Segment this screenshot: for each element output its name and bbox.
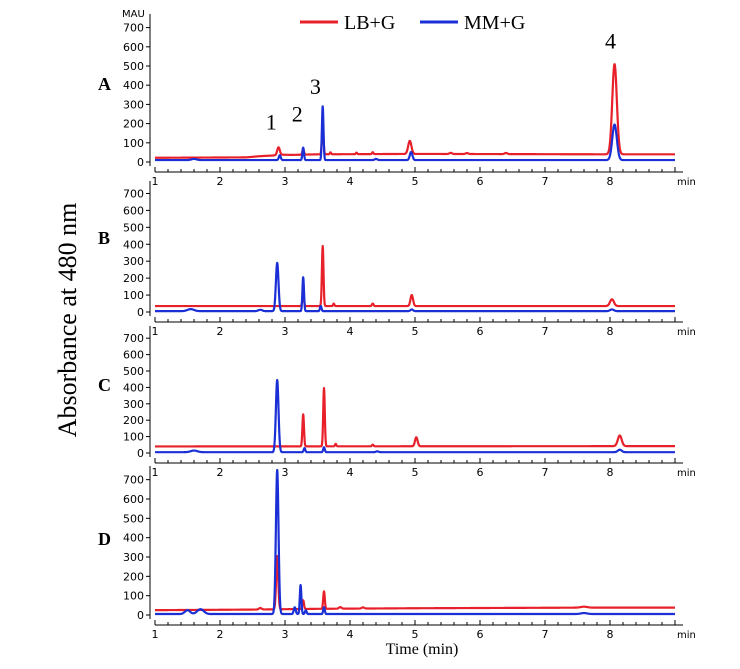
y-tick-label-C-200: 200 [123, 414, 144, 427]
trace-B-MM-G [154, 261, 676, 313]
x-unit-label-B: min [677, 327, 696, 338]
y-tick-label-A-700: 700 [123, 22, 144, 35]
panel-label-A: A [98, 74, 111, 94]
x-unit-label-A: min [677, 177, 696, 188]
y-tick-label-D-200: 200 [123, 570, 144, 583]
x-tick-label-C-7: 7 [542, 466, 549, 479]
y-tick-label-A-200: 200 [123, 118, 144, 131]
trace-D-LB-G [154, 555, 676, 612]
x-tick-label-A-1: 1 [152, 175, 159, 188]
y-tick-label-A-500: 500 [123, 60, 144, 73]
x-tick-label-B-1: 1 [152, 325, 159, 338]
x-tick-label-D-4: 4 [347, 628, 354, 641]
y-tick-label-D-700: 700 [123, 474, 144, 487]
x-tick-label-C-1: 1 [152, 466, 159, 479]
trace-B-LB-G [154, 244, 676, 308]
trace-C-MM-G [154, 378, 676, 454]
x-tick-label-C-3: 3 [282, 466, 289, 479]
y-tick-label-B-500: 500 [123, 221, 144, 234]
x-tick-label-B-6: 6 [477, 325, 484, 338]
y-axis-title: Absorbance at 480 nm [53, 203, 82, 438]
y-tick-label-B-400: 400 [123, 238, 144, 251]
y-tick-label-A-300: 300 [123, 98, 144, 111]
x-tick-label-A-8: 8 [607, 175, 614, 188]
trace-A-MM-G [154, 105, 676, 162]
x-tick-label-A-4: 4 [347, 175, 354, 188]
x-tick-label-A-2: 2 [217, 175, 224, 188]
x-tick-label-A-5: 5 [412, 175, 419, 188]
peak-label-1: 1 [266, 109, 277, 134]
x-tick-label-C-8: 8 [607, 466, 614, 479]
y-tick-label-B-700: 700 [123, 187, 144, 200]
x-tick-label-B-8: 8 [607, 325, 614, 338]
x-tick-label-D-2: 2 [217, 628, 224, 641]
x-tick-label-B-3: 3 [282, 325, 289, 338]
x-tick-label-C-2: 2 [217, 466, 224, 479]
panel-label-D: D [98, 529, 111, 549]
x-tick-label-D-8: 8 [607, 628, 614, 641]
y-tick-label-B-200: 200 [123, 272, 144, 285]
x-tick-label-A-3: 3 [282, 175, 289, 188]
x-tick-label-D-1: 1 [152, 628, 159, 641]
y-tick-label-C-300: 300 [123, 398, 144, 411]
x-axis-title: Time (min) [386, 641, 459, 658]
y-tick-label-B-100: 100 [123, 289, 144, 302]
y-tick-label-D-0: 0 [137, 609, 144, 622]
x-tick-label-D-6: 6 [477, 628, 484, 641]
x-tick-label-D-7: 7 [542, 628, 549, 641]
y-unit-label: MAU [122, 9, 145, 20]
x-tick-label-B-5: 5 [412, 325, 419, 338]
x-unit-label-C: min [677, 468, 696, 479]
y-tick-label-D-400: 400 [123, 532, 144, 545]
peak-label-4: 4 [605, 29, 616, 54]
legend-label-0: LB+G [344, 12, 395, 34]
x-tick-label-A-6: 6 [477, 175, 484, 188]
y-tick-label-B-300: 300 [123, 255, 144, 268]
x-tick-label-C-6: 6 [477, 466, 484, 479]
legend-label-1: MM+G [464, 12, 525, 34]
trace-D-MM-G [154, 468, 676, 616]
x-tick-label-B-4: 4 [347, 325, 354, 338]
y-tick-label-C-600: 600 [123, 349, 144, 362]
trace-C-LB-G [154, 387, 676, 448]
y-tick-label-D-600: 600 [123, 493, 144, 506]
x-unit-label-D: min [677, 630, 696, 641]
y-tick-label-C-400: 400 [123, 381, 144, 394]
peak-label-2: 2 [292, 102, 303, 127]
y-tick-label-C-500: 500 [123, 365, 144, 378]
y-tick-label-B-600: 600 [123, 204, 144, 217]
y-tick-label-B-0: 0 [137, 306, 144, 319]
y-tick-label-A-400: 400 [123, 79, 144, 92]
y-tick-label-D-500: 500 [123, 512, 144, 525]
x-tick-label-C-4: 4 [347, 466, 354, 479]
x-tick-label-D-3: 3 [282, 628, 289, 641]
x-tick-label-A-7: 7 [542, 175, 549, 188]
peak-label-3: 3 [310, 74, 321, 99]
trace-A-LB-G [154, 63, 676, 159]
x-tick-label-B-2: 2 [217, 325, 224, 338]
y-tick-label-A-0: 0 [137, 156, 144, 169]
y-tick-label-D-100: 100 [123, 590, 144, 603]
y-tick-label-C-700: 700 [123, 332, 144, 345]
x-tick-label-C-5: 5 [412, 466, 419, 479]
panel-label-B: B [98, 228, 110, 248]
y-tick-label-D-300: 300 [123, 551, 144, 564]
x-tick-label-D-5: 5 [412, 628, 419, 641]
panel-label-C: C [98, 375, 111, 395]
y-tick-label-A-100: 100 [123, 137, 144, 150]
y-tick-label-A-600: 600 [123, 41, 144, 54]
y-tick-label-C-100: 100 [123, 431, 144, 444]
y-tick-label-C-0: 0 [137, 447, 144, 460]
x-tick-label-B-7: 7 [542, 325, 549, 338]
